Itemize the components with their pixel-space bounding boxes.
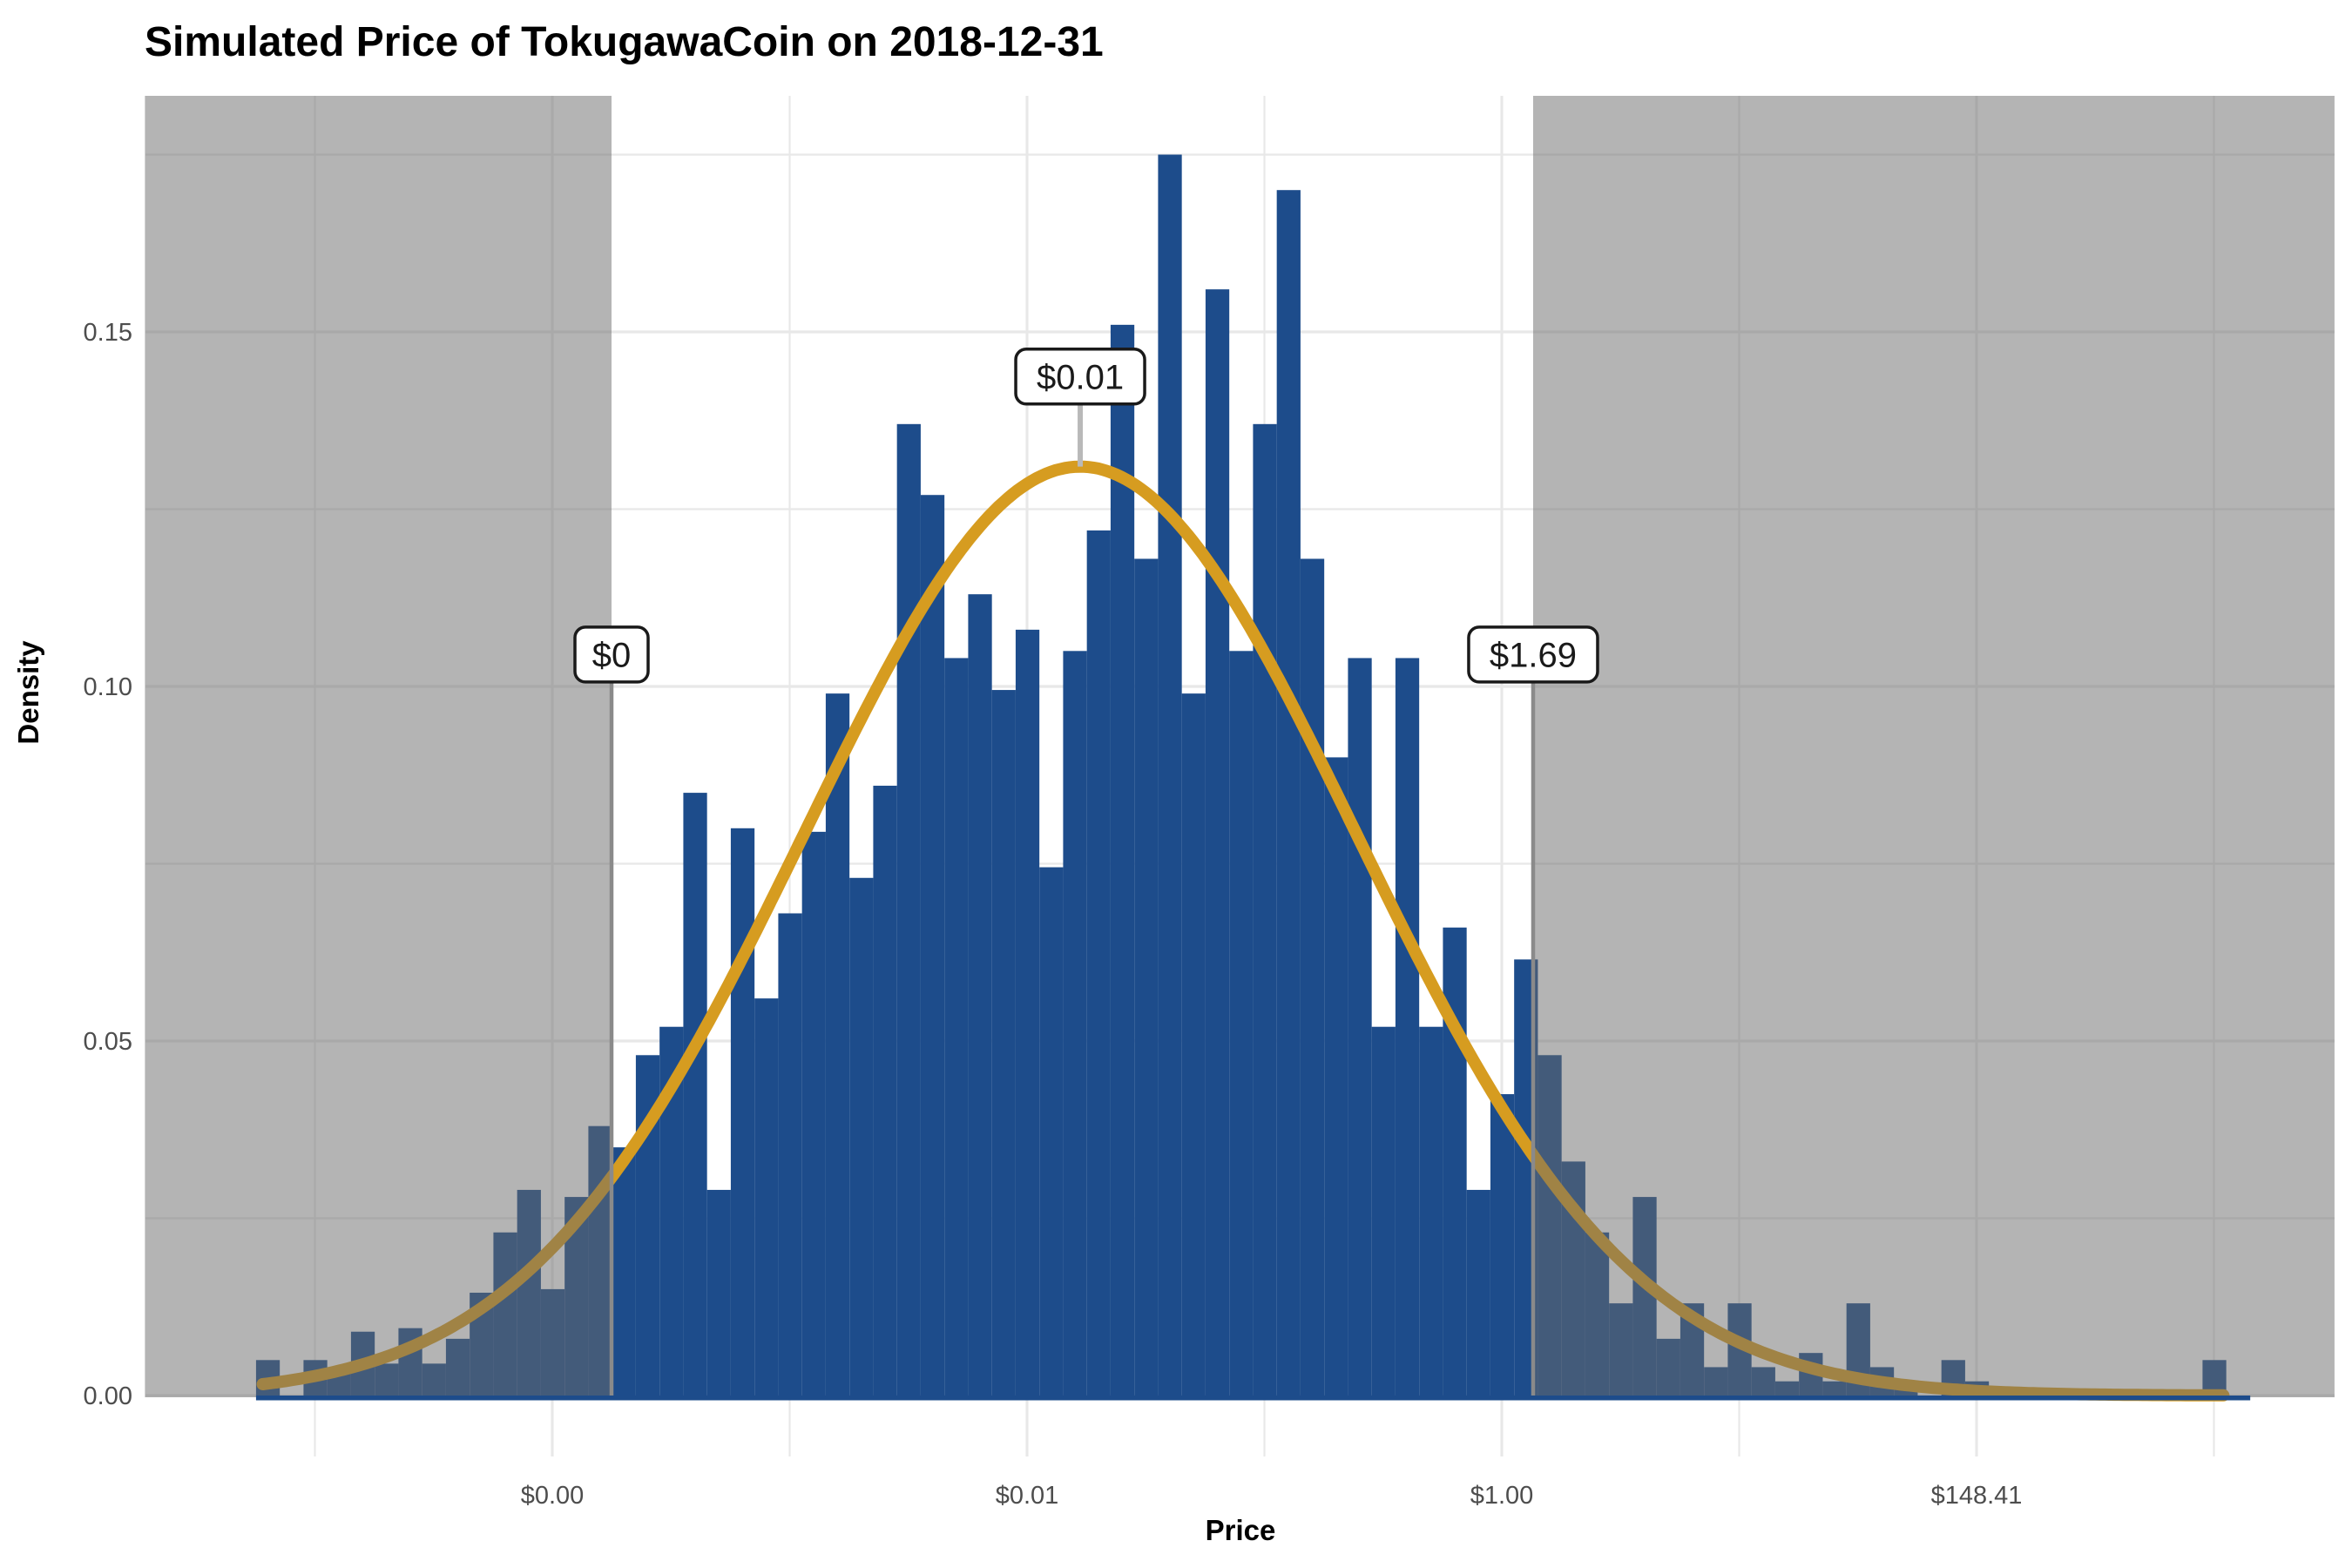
histogram-bar <box>801 831 826 1396</box>
x-axis-title: Price <box>1206 1514 1276 1546</box>
histogram-bar <box>1324 757 1348 1396</box>
axis-tick-labels: 0.00 0.05 0.10 0.15 $0.00 $0.01 $1.00 $148.41 <box>84 319 2023 1510</box>
histogram-bar <box>1395 658 1420 1396</box>
histogram-bar <box>968 594 992 1396</box>
histogram-bar <box>1086 530 1111 1396</box>
y-tick-label: 0.15 <box>84 319 132 347</box>
y-tick-label: 0.10 <box>84 673 132 701</box>
histogram-bar <box>730 828 755 1396</box>
y-axis-title: Density <box>12 640 44 745</box>
annotation-label: $0 <box>592 636 632 674</box>
histogram-bar <box>1181 693 1206 1396</box>
annotation-label: $0.01 <box>1037 358 1124 396</box>
histogram-bar <box>1015 629 1040 1396</box>
histogram-bar <box>1039 867 1064 1396</box>
histogram-bar <box>896 423 921 1396</box>
histogram-bar <box>1276 190 1301 1396</box>
shaded-region <box>1532 96 2335 1397</box>
histogram-bar <box>1253 423 1277 1396</box>
histogram-bar <box>754 998 779 1396</box>
chart-title: Simulated Price of TokugawaCoin on 2018-… <box>145 19 1104 65</box>
histogram-bar <box>1063 651 1087 1396</box>
histogram-bar <box>706 1189 731 1396</box>
annotation-label: $1.69 <box>1490 636 1577 674</box>
histogram-bar <box>991 690 1016 1396</box>
histogram-bar <box>1371 1026 1396 1396</box>
x-tick-label: $0.00 <box>521 1482 585 1510</box>
shaded-regions <box>145 96 2335 1397</box>
histogram-bar <box>873 785 897 1396</box>
histogram-bar <box>1205 289 1230 1396</box>
x-tick-label: $148.41 <box>1931 1482 2023 1510</box>
annotation-box <box>573 625 650 684</box>
baseline-strip <box>255 1396 2251 1401</box>
histogram-bar <box>1158 154 1182 1396</box>
annotation-box <box>1014 348 1146 406</box>
y-tick-label: 0.05 <box>84 1028 132 1056</box>
histogram-bar <box>1348 658 1372 1396</box>
histogram-bar <box>1229 651 1254 1396</box>
histogram-bar <box>825 693 850 1396</box>
x-tick-label: $0.01 <box>996 1482 1059 1510</box>
histogram-bar <box>1134 558 1159 1396</box>
y-tick-label: 0.00 <box>84 1382 132 1410</box>
histogram-bar <box>683 793 707 1396</box>
histogram-bar <box>1466 1189 1490 1396</box>
histogram-bar <box>612 1147 636 1396</box>
histogram-bar <box>1419 1026 1443 1396</box>
annotation-box <box>1467 625 1599 684</box>
x-tick-label: $1.00 <box>1470 1482 1534 1510</box>
baseline-strip-layer <box>255 1396 2251 1401</box>
histogram-bar <box>1300 558 1325 1396</box>
histogram-bar <box>778 913 802 1396</box>
histogram-bar <box>920 495 945 1396</box>
histogram-bar <box>1443 927 1467 1396</box>
histogram-bar <box>1110 324 1135 1396</box>
histogram-bar <box>849 877 874 1396</box>
shaded-region <box>145 96 612 1397</box>
annotation-labels: $0 $0.01 $1.69 <box>573 348 1599 684</box>
histogram-bar <box>944 658 969 1396</box>
histogram-bar <box>1490 1094 1515 1396</box>
